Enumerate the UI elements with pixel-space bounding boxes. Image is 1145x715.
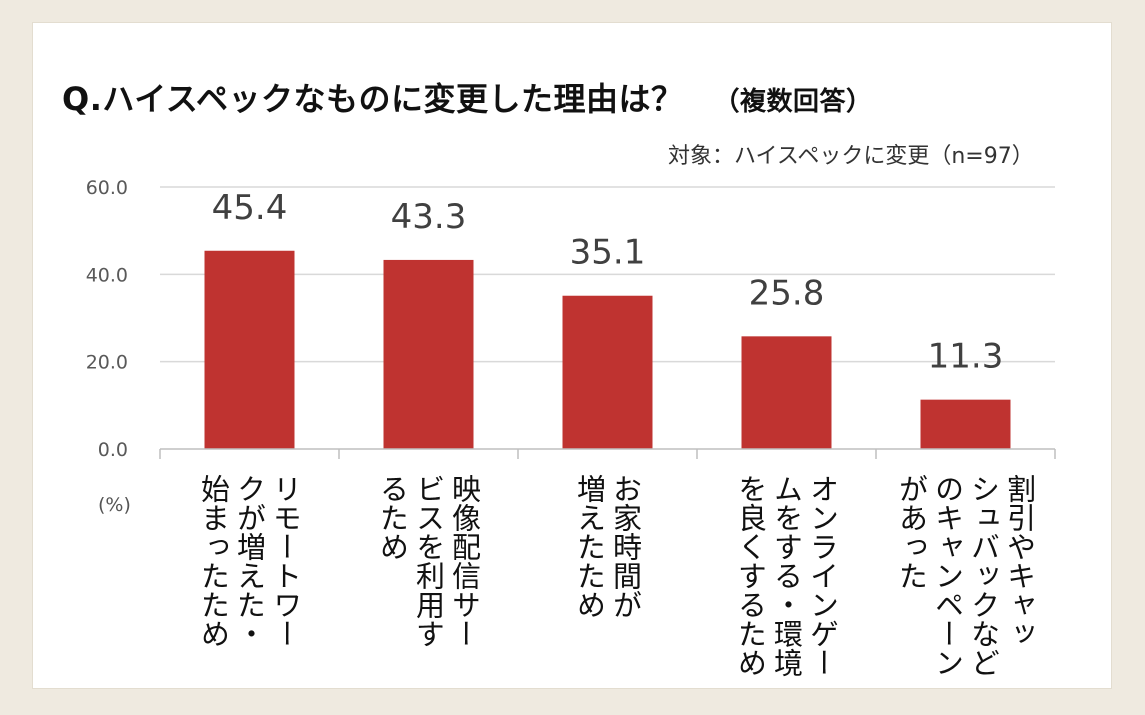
- data-label: 25.8: [749, 273, 825, 313]
- bar: [562, 295, 653, 449]
- category-label-line: 映像配信サー: [448, 474, 482, 648]
- category-label-line: があった: [895, 474, 929, 590]
- y-tick-label: 0.0: [98, 439, 128, 461]
- title-main: Q.ハイスペックなものに変更した理由は？: [62, 80, 684, 118]
- category-label-line: シュバックなど: [967, 474, 1001, 677]
- bars: [204, 250, 1011, 449]
- y-axis-tick-labels: 0.0 20.0 40.0 60.0: [86, 177, 128, 461]
- data-label: 45.4: [212, 188, 288, 228]
- data-label: 11.3: [928, 337, 1004, 377]
- category-label-line: お家時間が: [609, 474, 643, 619]
- bar: [741, 336, 832, 449]
- title-note: （複数回答）: [713, 87, 873, 117]
- category-label-line: 増えたため: [573, 474, 607, 619]
- category-label-line: ムをする・環境: [770, 474, 804, 677]
- category-label-line: るため: [376, 474, 410, 561]
- category-label-line: のキャンペーン: [931, 474, 965, 677]
- data-label: 35.1: [570, 233, 646, 273]
- bar: [920, 399, 1011, 449]
- bar: [383, 259, 474, 449]
- y-tick-label: 20.0: [86, 352, 128, 374]
- category-label-line: を良くするため: [734, 474, 768, 677]
- y-tick-label: 40.0: [86, 264, 128, 286]
- category-label-line: ビスを利用す: [412, 474, 446, 648]
- chart-subtitle: 対象：ハイスペックに変更（n=97）: [668, 144, 1034, 169]
- category-label-line: 割引やキャッ: [1003, 474, 1037, 648]
- data-labels: 45.4 43.3 35.1 25.8 11.3: [212, 188, 1004, 377]
- category-label-line: クが増えた・: [233, 474, 267, 648]
- category-label-line: リモートワー: [269, 474, 303, 648]
- category-label-line: 始まったため: [197, 474, 231, 648]
- category-label-line: オンラインゲー: [806, 474, 840, 677]
- x-axis: [159, 448, 1056, 459]
- bar: [204, 250, 295, 449]
- chart-title: Q.ハイスペックなものに変更した理由は？ （複数回答）: [62, 74, 873, 120]
- y-axis-unit-label: (%): [98, 494, 131, 516]
- data-label: 43.3: [391, 197, 467, 237]
- y-tick-label: 60.0: [86, 177, 128, 199]
